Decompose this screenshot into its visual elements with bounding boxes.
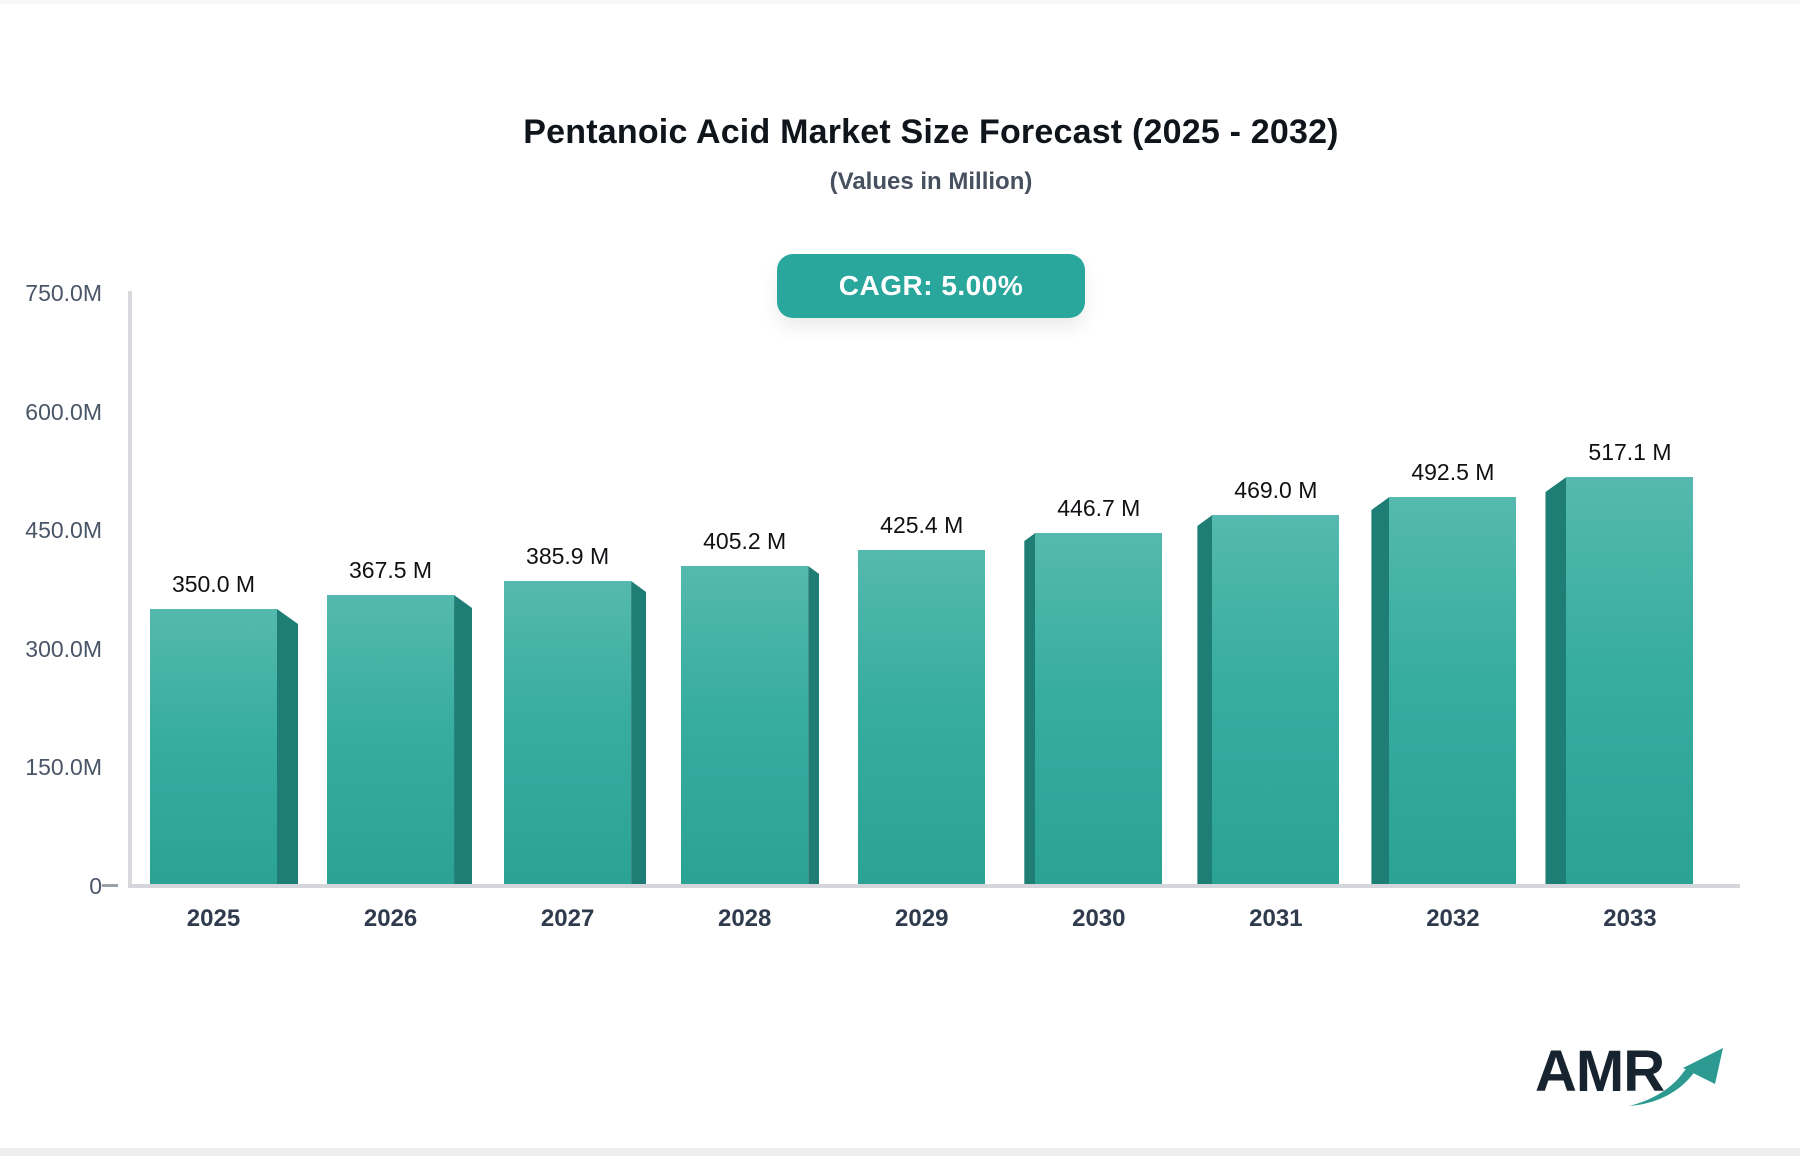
bar-front-face [327, 595, 455, 886]
x-axis-label-2026: 2026 [363, 905, 418, 932]
cagr-badge-wrap: CAGR: 5.00% [62, 254, 1800, 318]
y-axis-tick-label-750.0M: 750.0M [25, 280, 102, 306]
amr-logo-text: AMR [1535, 1039, 1665, 1104]
x-axis-label-2030: 2030 [1072, 905, 1126, 932]
bar-side-face [454, 595, 473, 886]
bar-front-face [1566, 477, 1694, 886]
x-axis-label-2027: 2027 [540, 905, 595, 932]
bar-side-face [1024, 533, 1036, 886]
bar-2025[interactable] [150, 609, 298, 886]
bar-value-label-2025: 350.0 M [171, 571, 256, 597]
x-axis-label-2032: 2032 [1426, 905, 1480, 932]
x-axis-label-2028: 2028 [717, 905, 772, 932]
bar-value-label-2027: 385.9 M [526, 543, 610, 569]
x-axis-line [128, 884, 1740, 888]
bar-2028[interactable] [681, 566, 820, 886]
bar-side-face [1545, 477, 1567, 886]
growth-arrow-icon [1629, 1048, 1723, 1106]
bar-front-face [858, 550, 986, 886]
bar-side-face [1371, 497, 1390, 886]
bar-value-label-2029: 425.4 M [880, 512, 964, 538]
bottom-edge-strip [0, 1148, 1800, 1156]
x-axis-label-2033: 2033 [1603, 905, 1657, 932]
bar-2029[interactable] [858, 550, 986, 886]
y-axis-tick-label-0: 0 [89, 873, 102, 899]
x-axis-label-2029: 2029 [895, 905, 949, 932]
bar-front-face [1035, 533, 1163, 886]
chart-subtitle: (Values in Million) [829, 168, 1033, 195]
chart-title: Pentanoic Acid Market Size Forecast (202… [523, 113, 1339, 151]
bar-2032[interactable] [1371, 497, 1517, 886]
top-edge-strip [0, 0, 1800, 4]
bar-value-label-2026: 367.5 M [348, 557, 433, 583]
bar-2026[interactable] [327, 595, 473, 886]
x-axis-label-2025: 2025 [186, 905, 241, 932]
bar-value-label-2028: 405.2 M [703, 528, 787, 554]
bar-side-face [808, 566, 820, 886]
cagr-badge: CAGR: 5.00% [777, 254, 1085, 318]
bar-front-face [150, 609, 277, 886]
bar-front-face [681, 566, 809, 886]
bar-front-face [1389, 497, 1517, 886]
bar-value-label-2032: 492.5 M [1411, 459, 1495, 485]
y-axis-tick-label-300.0M: 300.0M [25, 635, 102, 662]
bar-2030[interactable] [1024, 533, 1163, 886]
y-axis-tick-label-600.0M: 600.0M [25, 398, 102, 425]
bar-2031[interactable] [1197, 515, 1340, 886]
bar-2027[interactable] [504, 581, 647, 886]
y-axis-tick-label-450.0M: 450.0M [25, 517, 102, 544]
bar-value-label-2030: 446.7 M [1057, 495, 1141, 521]
bar-front-face [1212, 515, 1340, 886]
bar-side-face [631, 581, 647, 886]
bar-value-label-2033: 517.1 M [1588, 439, 1672, 465]
bar-side-face [1197, 515, 1213, 886]
y-axis-tick-label-150.0M: 150.0M [25, 754, 102, 781]
bar-2033[interactable] [1545, 477, 1694, 886]
zero-tick-mark [102, 884, 118, 887]
amr-logo: AMR [1535, 1038, 1755, 1118]
bar-value-label-2031: 469.0 M [1234, 477, 1318, 503]
x-axis-label-2031: 2031 [1249, 905, 1303, 932]
y-axis-line [128, 291, 132, 886]
bar-side-face [277, 609, 298, 886]
bar-front-face [504, 581, 632, 886]
